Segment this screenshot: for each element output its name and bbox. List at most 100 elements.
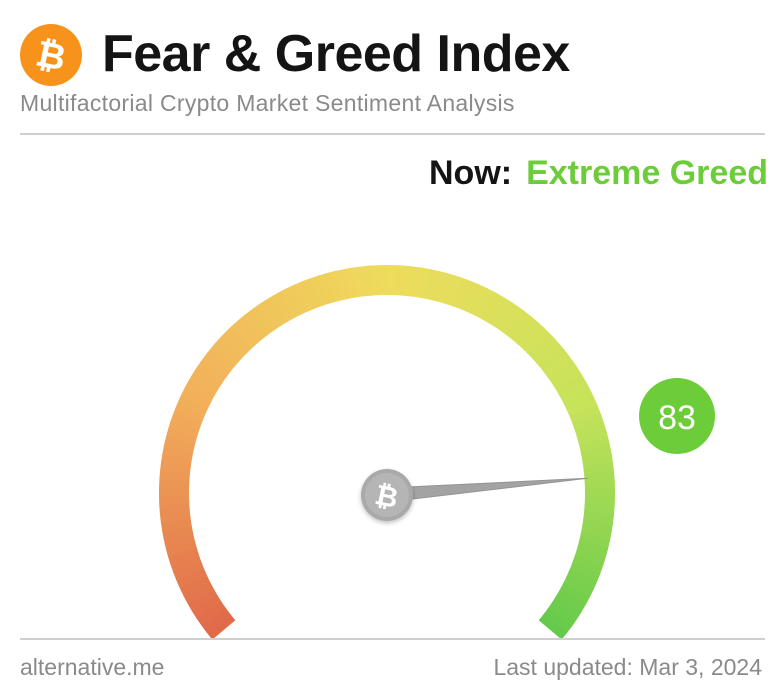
now-label: Now: <box>429 154 513 192</box>
page-subtitle: Multifactorial Crypto Market Sentiment A… <box>20 90 515 116</box>
gauge-arc-segment <box>163 532 195 549</box>
gauge-arc-segment <box>191 594 222 619</box>
gauge-arc-segment <box>257 300 282 331</box>
gauge-arc-segment <box>212 338 242 366</box>
gauge-arc-segment <box>517 321 545 350</box>
gauge-arc-segment <box>361 265 374 297</box>
gauge-arc-segment <box>566 396 598 418</box>
gauge-arc-segment <box>566 569 598 590</box>
gauge-arc-segment <box>165 427 198 445</box>
gauge-arc-segment <box>230 320 258 350</box>
gauge-arc-segment <box>279 287 302 319</box>
value-badge: 83 <box>639 378 715 454</box>
gauge-arc-segment <box>206 613 236 640</box>
gauge-arc-segment <box>538 345 568 373</box>
gauge-arc-segment <box>574 420 607 439</box>
gauge-arc-segment <box>176 395 209 417</box>
gauge-arc-segment <box>327 270 344 302</box>
gauge-arc-segment <box>431 270 448 303</box>
gauge-arc-segment <box>584 503 615 516</box>
gauge-arc-segment <box>445 275 465 307</box>
gauge-arc-segment <box>551 595 582 620</box>
gauge-arc-segment <box>302 277 323 310</box>
gauge-arc-segment <box>486 296 511 327</box>
gauge-arc-segment <box>555 589 587 613</box>
index-value: 83 <box>658 399 696 437</box>
source-link[interactable]: alternative.me <box>20 654 165 680</box>
gauge-arc-segment <box>547 602 578 627</box>
divider <box>20 133 765 135</box>
gauge-arc-segment <box>187 588 218 612</box>
gauge-arc-segment <box>160 517 192 532</box>
gauge-arc-segment <box>179 575 211 597</box>
gauge-arc-segment <box>172 561 205 581</box>
gauge-arc-segment <box>310 274 330 307</box>
gauge-arc-segment <box>167 546 200 565</box>
gauge-arc-segment <box>202 351 232 378</box>
gauge-arc-segment <box>499 305 525 336</box>
gauge-arc-segment <box>207 344 237 372</box>
gauge-arc-segment <box>584 471 615 483</box>
gauge-arc-segment <box>344 267 359 299</box>
gauge-arc-segment <box>287 283 309 316</box>
bitcoin-icon: ₿ <box>20 24 82 86</box>
gauge-arc-segment <box>176 568 208 589</box>
gauge-arc-segment <box>162 525 194 540</box>
gauge-arc-segment <box>294 280 316 312</box>
gauge-arc-segment <box>569 562 601 583</box>
gauge-arc-segment <box>438 272 457 305</box>
gauge-arc-segment <box>505 310 532 340</box>
gauge-arc-segment <box>416 267 432 299</box>
classification-label: Extreme Greed <box>526 154 768 192</box>
gauge-arc-segment <box>192 365 223 390</box>
gauge-arc-segment <box>188 372 219 397</box>
gauge-arc-segment <box>572 555 604 575</box>
gauge-arc-segment <box>201 607 231 633</box>
gauge-arc-segment <box>582 454 614 468</box>
gauge-arc-segment <box>480 292 504 323</box>
gauge-arc-segment <box>576 540 609 558</box>
gauge-arc-segment <box>466 284 489 316</box>
gauge-arc-segment <box>583 462 615 476</box>
gauge-arc-segment <box>580 445 612 461</box>
gauge-arc-segment <box>555 373 587 398</box>
gauge-arc-segment <box>184 380 215 403</box>
header: ₿ Fear & Greed Index Multifactorial Cryp… <box>20 16 765 136</box>
needle-pointer <box>385 477 588 503</box>
gauge-arc-segment <box>165 539 197 557</box>
gauge-arc-segment <box>264 295 289 327</box>
gauge-arc-segment <box>424 269 440 301</box>
gauge-arc-segment <box>460 281 481 313</box>
gauge-arc-segment <box>159 510 191 523</box>
gauge-arc-segment <box>180 387 212 410</box>
gauge-arc-segment <box>473 288 496 320</box>
page-title: Fear & Greed Index <box>102 25 570 83</box>
gauge-arc-segment <box>562 576 594 598</box>
gauge-arc-segment <box>493 300 518 331</box>
gauge-arc-segment <box>218 332 247 360</box>
gauge-arc-segment <box>170 411 203 431</box>
gauge-arc-segment <box>159 469 191 482</box>
gauge-arc-segment <box>578 533 611 550</box>
gauge-arc-segment <box>574 548 606 566</box>
gauge-arc-segment <box>409 266 423 298</box>
gauge-arc-segment <box>160 461 191 475</box>
gauge-arc-segment <box>197 358 228 384</box>
gauge-arc-segment <box>542 608 573 634</box>
gauge-arc-segment <box>159 502 190 515</box>
gauge-arc-segment <box>559 381 591 404</box>
gauge-arc-segment <box>161 452 193 467</box>
gauge-arc <box>159 264 615 640</box>
current-status: Now: Extreme Greed <box>429 154 768 193</box>
gauge-arc-segment <box>162 444 194 460</box>
gauge-arc-segment <box>559 582 591 606</box>
gauge-arc-segment <box>163 435 196 452</box>
gauge-arc-segment <box>168 419 200 438</box>
gauge-needle <box>385 477 588 503</box>
gauge-arc-segment <box>453 278 473 310</box>
gauge-arc-segment <box>538 614 568 640</box>
gauge-arc-segment <box>196 601 227 626</box>
gauge-arc-segment <box>271 291 295 323</box>
gauge-arc-segment <box>224 326 252 355</box>
